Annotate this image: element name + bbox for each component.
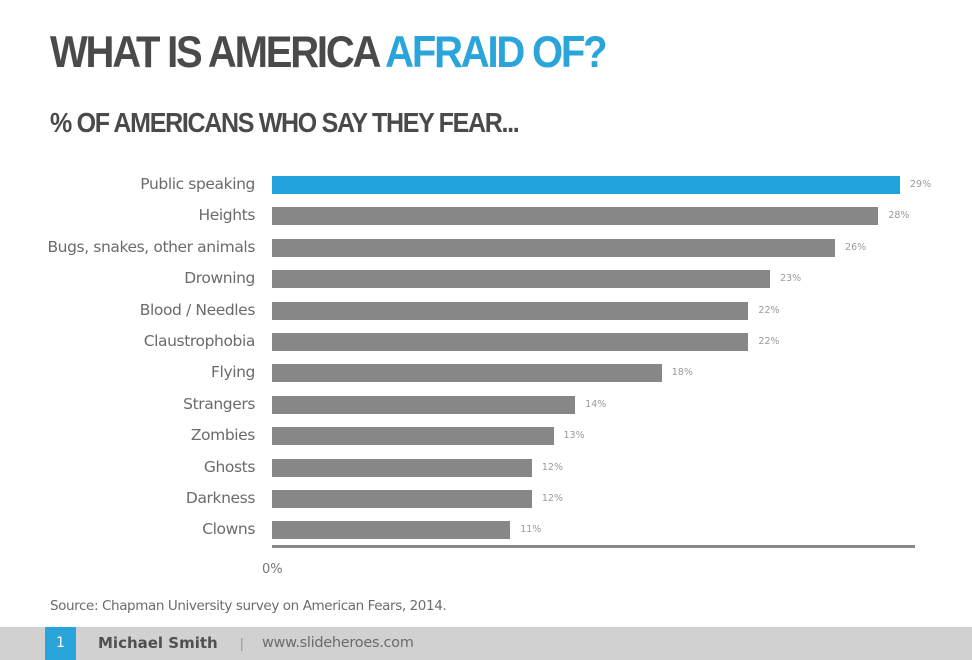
bar [272, 333, 749, 351]
chart-row: Flying 18% [0, 362, 972, 383]
x-axis-line [272, 545, 915, 548]
category-label: Blood / Needles [139, 300, 256, 319]
source-note: Source: Chapman University survey on Ame… [50, 598, 447, 614]
value-label: 18% [671, 367, 693, 379]
page-title: WHAT IS AMERICA AFRAID OF? [50, 28, 608, 78]
page-number: 1 [45, 627, 76, 660]
category-label: Ghosts [203, 457, 256, 476]
category-label: Clowns [202, 520, 255, 539]
value-label: 12% [541, 461, 563, 473]
title-accent: AFRAID OF? [385, 28, 607, 78]
bar [272, 301, 749, 320]
bar [272, 207, 879, 226]
value-label: 22% [758, 336, 780, 347]
chart-row: Claustrophobia 22% [0, 331, 972, 351]
footer-separator: | [240, 635, 244, 651]
value-label: 13% [563, 430, 585, 442]
author-name: Michael Smith [98, 634, 218, 652]
chart-row: Drowning 23% [0, 268, 972, 289]
chart-row: Bugs, snakes, other animals 26% [0, 237, 972, 257]
chart-row: Zombies 13% [0, 425, 972, 446]
bar [272, 395, 576, 414]
chart-row: Blood / Needles 22% [0, 300, 972, 320]
title-main: WHAT IS AMERICA [50, 28, 380, 78]
chart-row: Clowns 11% [0, 519, 972, 540]
value-label: 26% [845, 241, 867, 253]
category-label: Darkness [185, 489, 255, 507]
bar [272, 521, 511, 540]
value-label: 28% [888, 210, 910, 222]
footer-bar: 1 Michael Smith | www.slideheroes.com [0, 627, 972, 660]
value-label: 29% [910, 179, 932, 190]
bar [272, 427, 554, 446]
chart-row: Heights 28% [0, 205, 972, 226]
bar-chart: Public speaking 29% Heights 28% Bugs, snakes… [0, 170, 972, 550]
category-label: Strangers [183, 394, 255, 413]
category-label: Flying [211, 363, 255, 382]
value-label: 11% [520, 524, 542, 536]
bar [272, 458, 532, 477]
category-label: Zombies [190, 426, 256, 445]
category-label: Drowning [184, 269, 255, 288]
value-label: 23% [780, 273, 802, 285]
chart-row: Public speaking 29% [0, 174, 972, 194]
category-label: Bugs, snakes, other animals [47, 237, 255, 256]
bar [272, 364, 662, 383]
chart-subtitle: % OF AMERICANS WHO SAY THEY FEAR... [50, 108, 520, 139]
x-axis-zero-label: 0% [262, 562, 283, 577]
chart-row: Strangers 14% [0, 394, 972, 414]
bar [272, 270, 771, 289]
bar [272, 238, 836, 257]
bar [272, 490, 532, 508]
category-label: Claustrophobia [143, 332, 256, 350]
website-link[interactable]: www.slideheroes.com [262, 635, 414, 651]
chart-row: Ghosts 12% [0, 457, 972, 477]
category-label: Heights [198, 206, 255, 225]
value-label: 12% [541, 493, 563, 504]
value-label: 22% [758, 304, 780, 316]
chart-row: Darkness 12% [0, 488, 972, 508]
bar [272, 176, 900, 194]
value-label: 14% [585, 398, 607, 410]
category-label: Public speaking [140, 175, 255, 193]
